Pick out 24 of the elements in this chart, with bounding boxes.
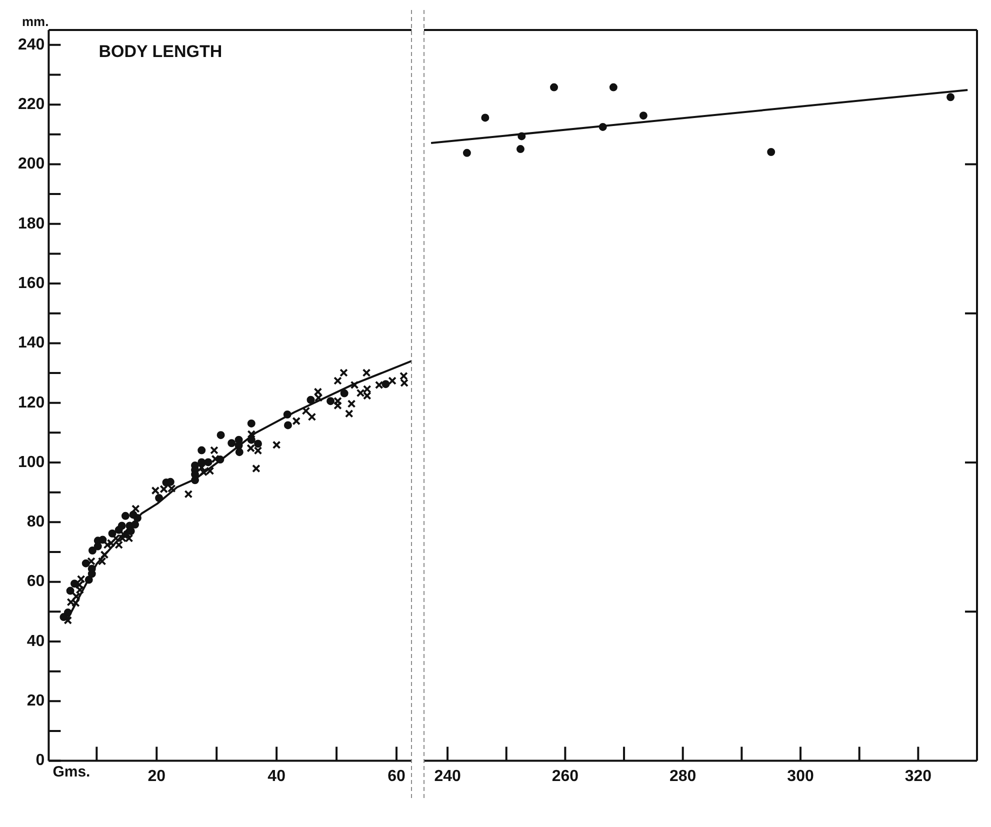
- y-tick-label: 80: [26, 514, 45, 531]
- y-tick-label: 60: [26, 573, 45, 590]
- x-tick-label: 240: [434, 768, 461, 785]
- y-tick-label: 100: [18, 454, 45, 471]
- x-tick-label: 320: [904, 768, 932, 785]
- y-tick-label: 120: [18, 394, 45, 412]
- y-tick-label: 0: [36, 752, 45, 770]
- y-axis-title: mm.: [22, 14, 49, 30]
- y-tick-label: 240: [18, 36, 45, 54]
- text: BODY LENGTH: [98, 42, 222, 62]
- y-tick-label: 140: [18, 334, 45, 352]
- x-tick-label: 60: [388, 768, 406, 785]
- x-tick-label: 40: [268, 768, 286, 785]
- y-tick-label: 180: [18, 215, 45, 232]
- y-tick-label: 160: [18, 274, 45, 292]
- y-tick-label: 40: [26, 632, 45, 650]
- x-tick-label: 280: [670, 768, 696, 785]
- x-axis-title: Gms.: [52, 763, 90, 780]
- x-tick-label: 300: [787, 768, 814, 785]
- y-tick-label: 200: [18, 156, 45, 173]
- x-tick-label: 260: [552, 768, 579, 785]
- x-tick-label: 20: [148, 768, 166, 785]
- y-tick-label: 220: [18, 96, 45, 113]
- y-tick-label: 20: [26, 692, 45, 710]
